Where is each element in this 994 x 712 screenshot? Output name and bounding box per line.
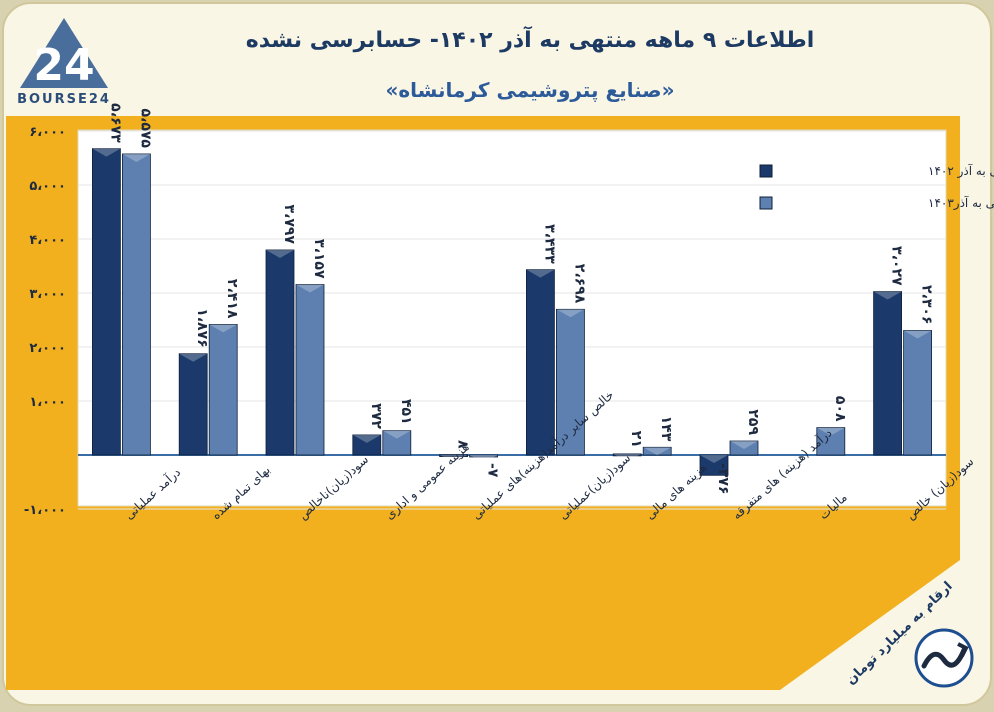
data-label: ۳،۷۹۷: [281, 204, 297, 244]
data-label: ۲،۶۹۸: [571, 264, 587, 304]
data-label: ۵،۵۷۵: [137, 108, 153, 148]
bar-1403: [556, 308, 585, 456]
bar-highlight: [556, 309, 585, 318]
bar-1403: [816, 427, 846, 456]
bar-highlight: [469, 455, 498, 463]
data-label: ۲،۳۰۶: [919, 285, 935, 325]
bar-highlight: [92, 148, 121, 157]
bar-1403: [469, 454, 499, 458]
bar-highlight: [296, 284, 324, 293]
bar-highlight: [352, 434, 381, 443]
bar-highlight: [179, 353, 208, 362]
category-label: درآمد عملیاتی: [121, 464, 184, 523]
y-tick-label: -۱،۰۰۰: [24, 503, 66, 518]
y-axis: -۱،۰۰۰ ۱،۰۰۰ ۲،۰۰۰ ۳،۰۰۰ ۴،۰۰۰ ۵،۰۰۰ ۶،۰۰۰: [24, 125, 66, 518]
bar-1402: [265, 249, 295, 456]
bars: [92, 148, 932, 476]
data-label: ۳،۰۲۷: [889, 246, 905, 286]
data-labels: ۵،۶۷۳ ۱،۸۷۶ ۳،۷۹۷ ۳۷۲ ۸ ۳،۴۳۳ ۲۱ -۳۷۶ ۳،۰۲۷ ۵،۵۷۵…: [107, 103, 934, 494]
bourse-circle-logo[interactable]: [914, 628, 974, 688]
bar-1403: [122, 153, 151, 456]
legend-label: عملکرد منتهی به آذر ۱۴۰۲: [928, 163, 994, 179]
category-label: سود(زیان)عملیاتی: [556, 451, 634, 523]
y-tick-label: ۴،۰۰۰: [29, 233, 66, 248]
bar-highlight: [730, 441, 758, 450]
data-label: ۲۱: [628, 431, 644, 448]
data-label: ۱،۸۷۶: [194, 308, 210, 348]
bar-highlight: [643, 447, 672, 456]
bar-1402: [612, 453, 642, 457]
y-tick-label: ۶،۰۰۰: [29, 125, 66, 140]
category-label: سود(زیان) خالص: [903, 454, 977, 523]
data-label: -۷: [485, 463, 501, 478]
legend-swatch-1403: [759, 196, 773, 210]
y-tick-label: ۱،۰۰۰: [29, 395, 66, 410]
bar-1403: [642, 446, 672, 456]
data-label: ۸: [455, 440, 471, 449]
data-label: ۵۰۸: [832, 396, 848, 422]
legend: عملکرد منتهی به آذر ۱۴۰۲ عملکرد منتهی به …: [759, 163, 994, 211]
company-subtitle: «صنایع پتروشیمی کرمانشاه»: [385, 78, 675, 102]
bar-highlight: [526, 269, 555, 278]
data-label: ۲۵۹: [745, 409, 761, 435]
bar-highlight: [439, 454, 468, 463]
bar-highlight: [700, 455, 728, 463]
data-label: -۳۷۶: [715, 463, 731, 494]
bar-1403: [295, 284, 325, 456]
legend-swatch-1402: [759, 164, 773, 178]
bar-highlight: [382, 430, 411, 439]
bar-1403: [208, 324, 238, 456]
y-tick-label: ۵،۰۰۰: [29, 179, 66, 194]
y-tick-label: ۲،۰۰۰: [29, 341, 66, 356]
unit-note: ارقام به میلیارد تومان: [844, 579, 956, 688]
data-label: ۳،۱۵۷: [311, 239, 327, 279]
bar-1402: [92, 148, 121, 456]
bar-1402: [699, 454, 729, 476]
bar-highlight: [122, 153, 151, 162]
bar-1403: [382, 430, 412, 456]
bar-1402: [526, 269, 555, 456]
bar-highlight: [903, 330, 932, 339]
chart-title: اطلاعات ۹ ماهه منتهی به آذر ۱۴۰۲- حسابرس…: [245, 28, 815, 53]
data-label: ۳،۴۳۳: [541, 224, 557, 264]
legend-label: عملکرد منتهی به آذر۱۴۰۳: [928, 195, 994, 211]
bar-highlight: [816, 427, 845, 436]
category-label: هزینه های مالی: [643, 460, 710, 523]
category-label: مالیات: [816, 490, 849, 522]
logo-number: 24: [33, 40, 94, 91]
bar-1403: [903, 330, 932, 456]
data-label: ۲،۴۱۸: [224, 279, 240, 319]
bar-highlight: [209, 324, 238, 333]
bar-1402: [439, 454, 469, 457]
category-label: بهای تمام شده: [209, 463, 273, 523]
bar-highlight: [266, 249, 294, 258]
y-tick-label: ۳،۰۰۰: [29, 287, 66, 302]
bar-highlight: [613, 453, 642, 462]
bourse24-logo: 24: [20, 18, 108, 91]
bar-1402: [178, 353, 208, 456]
bar-highlight: [873, 291, 902, 300]
data-label: ۳۷۲: [368, 403, 384, 429]
data-label: ۴۵۱: [398, 399, 414, 425]
bar-1402: [352, 434, 382, 456]
data-label: ۱۴۳: [658, 416, 674, 442]
logo-text: BOURSE24: [17, 92, 111, 107]
bar-1402: [873, 291, 902, 456]
category-label: سود(زیان)ناخالص: [296, 452, 372, 523]
bar-1403: [729, 440, 759, 456]
data-label: ۵،۶۷۳: [107, 103, 123, 143]
